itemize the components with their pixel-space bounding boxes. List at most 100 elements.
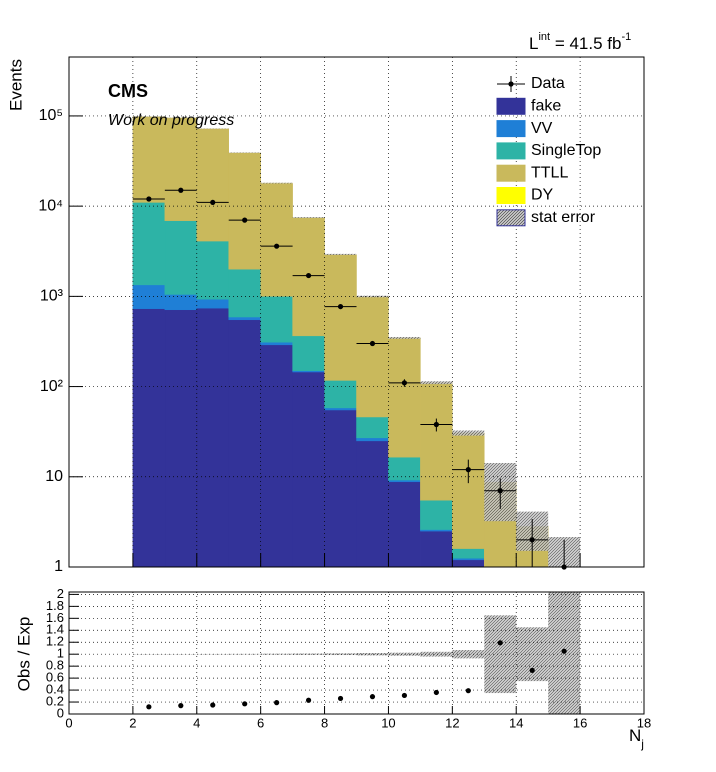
x-tick-label: 4 [193,715,200,730]
y-tick-label: 1 [57,646,64,661]
bar-segment [356,440,389,567]
plot-area [132,116,581,567]
x-tick-label: 12 [445,715,459,730]
stat-error [292,217,325,219]
ratio-point [561,648,567,654]
data-point [529,537,535,543]
data-point [146,196,152,202]
lumi: Lint = 41.5 fb-1 [529,31,631,54]
bar-segment [196,298,229,309]
bar-segment [196,240,229,300]
status: Work on progress [108,112,234,129]
lumi-main: L [529,34,538,53]
y-tick-label: 10² [40,378,64,395]
bar-segment [420,530,453,567]
legend-label: DY [531,187,554,204]
legend-swatch [496,187,526,204]
y-tick-label: 1 [54,558,63,575]
bar-segment [260,341,293,346]
bar-segment [388,479,421,483]
bar-segment [164,220,198,295]
bar-segment [324,409,357,567]
legend-data-marker [508,81,514,87]
data-point [274,243,280,249]
bar-segment [228,316,261,321]
bar-segment [452,548,485,559]
ratio-point [274,700,280,706]
data-point [497,488,503,494]
lumi-rest-sup: -1 [621,31,631,43]
x-tick-label: 18 [637,715,651,730]
bar-segment [452,559,485,567]
y-tick-label: 0.6 [46,670,64,685]
y-axis-title: Events [6,59,25,111]
data-point [465,467,471,473]
bar-segment [260,182,293,297]
experiment: CMS [108,81,148,101]
x-label-sub: j [640,737,644,751]
bar-segment [292,371,325,567]
ratio-band [324,653,357,656]
legend-swatch [496,120,526,138]
legend-swatch [496,209,526,227]
bar-segment [132,116,166,203]
bar-segment [228,152,261,270]
ratio-plot: 00.20.40.60.811.21.41.61.820 2 4 6 8 10 12 14 16… [46,586,651,731]
x-tick-label: 8 [321,715,328,730]
legend-label: fake [531,98,561,115]
bar-segment [228,268,261,318]
ratio-band [356,653,389,656]
x-tick-label: 10 [381,715,395,730]
ratio-point [497,640,503,646]
y-tick-label: 1.2 [46,634,64,649]
data-point [337,303,344,310]
data-point [210,199,216,206]
ratio-point [146,704,152,710]
lumi-rest: = 41.5 fb [550,34,621,53]
bar-segment [260,296,293,343]
ratio-point [465,688,471,694]
ratio-point [401,692,408,699]
bar-segment [420,382,453,501]
bar-segment [260,344,293,567]
ratio-point [337,695,344,702]
data-point [305,272,312,279]
data-point [433,421,439,428]
y-tick-label: 10³ [40,288,64,305]
ratio-point [529,667,535,673]
bar-segment [132,308,166,567]
bar-segment [164,117,198,221]
bar-segment [196,307,229,567]
frame [68,56,645,568]
ratio-band [388,652,421,656]
legend-label: TTLL [531,164,568,181]
bar-segment [388,337,421,458]
data-point [178,187,184,193]
legend-label: SingleTop [531,142,601,159]
y-tick-label: 1.4 [46,622,64,637]
ratio-y-axis-title: Obs / Exp [14,617,33,692]
bar-segment [356,416,389,439]
ratio-band [420,651,453,657]
y-tick-label: 0 [57,705,64,720]
ratio-point [369,694,376,700]
legend-label: Data [531,75,565,92]
stat-error [452,430,485,436]
y-tick-label: 10⁴ [38,197,63,214]
y-tick-label: 0.4 [46,682,64,697]
ratio-band [452,650,485,659]
legend: Data fake VV SingleTop TTLL DY stat error [496,75,601,227]
x-tick-label: 14 [509,715,523,730]
stat-error [356,295,389,298]
x-tick-label: 0 [65,715,72,730]
x-label-main: N [629,726,641,745]
y-tick-label: 1.8 [46,598,64,613]
data-point [369,340,376,347]
legend-swatch [496,142,526,160]
y-tick-label: 10 [45,468,63,485]
x-axis-title: Nj [629,726,644,751]
bar-segment [132,202,166,286]
ratio-point [178,703,184,709]
ratio-area [132,592,581,714]
